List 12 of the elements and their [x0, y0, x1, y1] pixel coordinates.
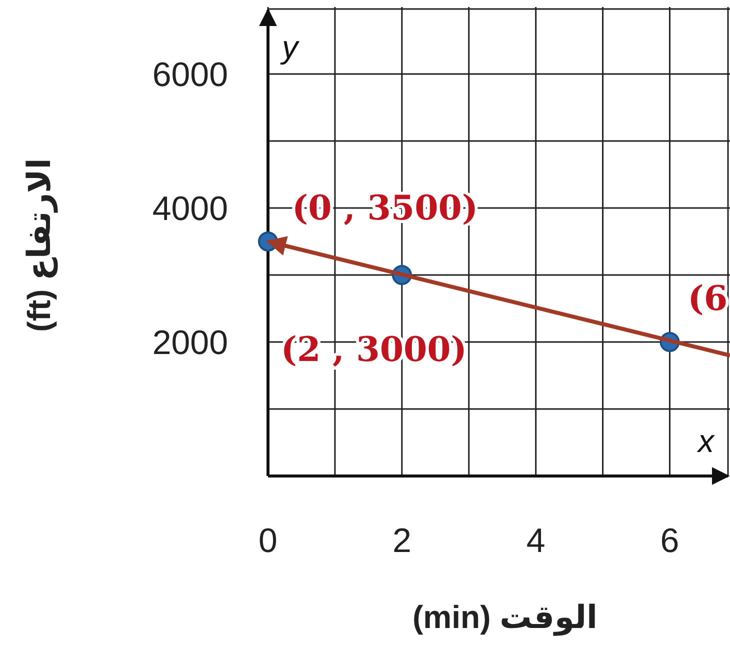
annotation: (6: [688, 279, 728, 319]
y-tick-label: 4000: [152, 190, 228, 228]
y-tick-label: 6000: [152, 56, 228, 94]
x-tick-label: 2: [392, 522, 412, 560]
y-axis-title: الارتفاع (ft): [21, 158, 58, 332]
x-tick-label: 6: [660, 522, 680, 560]
annotation: x: [696, 423, 715, 459]
annotation: y: [280, 29, 300, 65]
x-tick-label: 0: [258, 522, 278, 560]
x-tick-label: 4: [526, 522, 546, 560]
y-tick-label: 2000: [152, 324, 228, 362]
x-axis-title: الوقت (min): [412, 599, 598, 636]
